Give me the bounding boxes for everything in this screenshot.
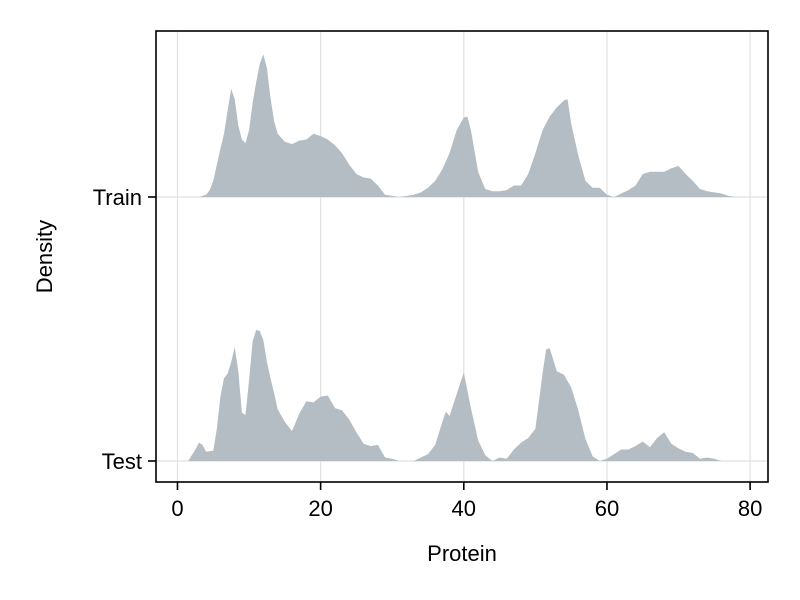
y-tick-label-train: Train [93,185,142,210]
tick-layer: 0 20 40 60 80 Train Test [93,185,763,521]
y-tick-label-test: Test [102,449,142,474]
density-ridge-train [188,54,736,198]
x-tick-label-20: 20 [308,496,332,521]
ridge-layer [188,54,736,461]
x-tick-label-40: 40 [452,496,476,521]
x-axis-label: Protein [427,541,497,566]
x-tick-label-0: 0 [171,496,183,521]
x-tick-label-60: 60 [595,496,619,521]
x-tick-label-80: 80 [738,496,762,521]
y-axis-label: Density [32,220,57,293]
plot-frame [155,30,769,483]
density-ridge-test [188,329,729,461]
